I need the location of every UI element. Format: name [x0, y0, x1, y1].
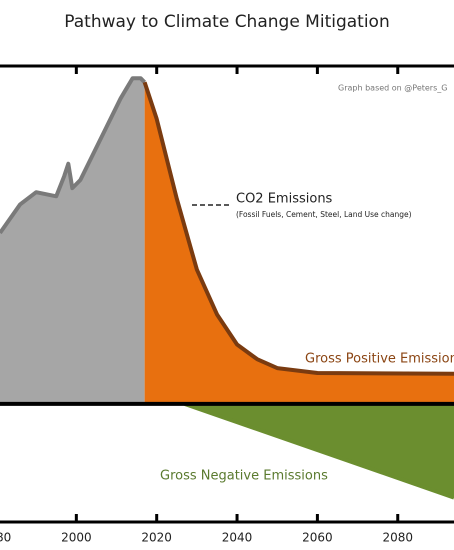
chart-title: Pathway to Climate Change Mitigation: [64, 12, 389, 32]
area: [0, 78, 145, 404]
x-tick-label: 2040: [222, 531, 253, 545]
x-tick-label: 2000: [61, 531, 92, 545]
area-line: [0, 76, 147, 235]
areas: [0, 76, 454, 500]
area-line: [184, 402, 454, 500]
annotation: (Fossil Fuels, Cement, Steel, Land Use c…: [236, 210, 412, 219]
x-tick-label: 2080: [382, 531, 413, 545]
annotation: Gross Positive Emissions: [305, 352, 454, 367]
labels: CO2 Emissions (Fossil Fuels, Cement, Ste…: [160, 192, 454, 484]
area-line: [142, 81, 454, 376]
source-note: Graph based on @Peters_G: [338, 84, 447, 93]
annotation: CO2 Emissions: [236, 192, 333, 207]
annotation: Gross Negative Emissions: [160, 469, 328, 484]
x-tick-label: 2060: [302, 531, 333, 545]
x-tick-label: 1980: [0, 531, 11, 545]
x-tick-label: 2020: [141, 531, 172, 545]
